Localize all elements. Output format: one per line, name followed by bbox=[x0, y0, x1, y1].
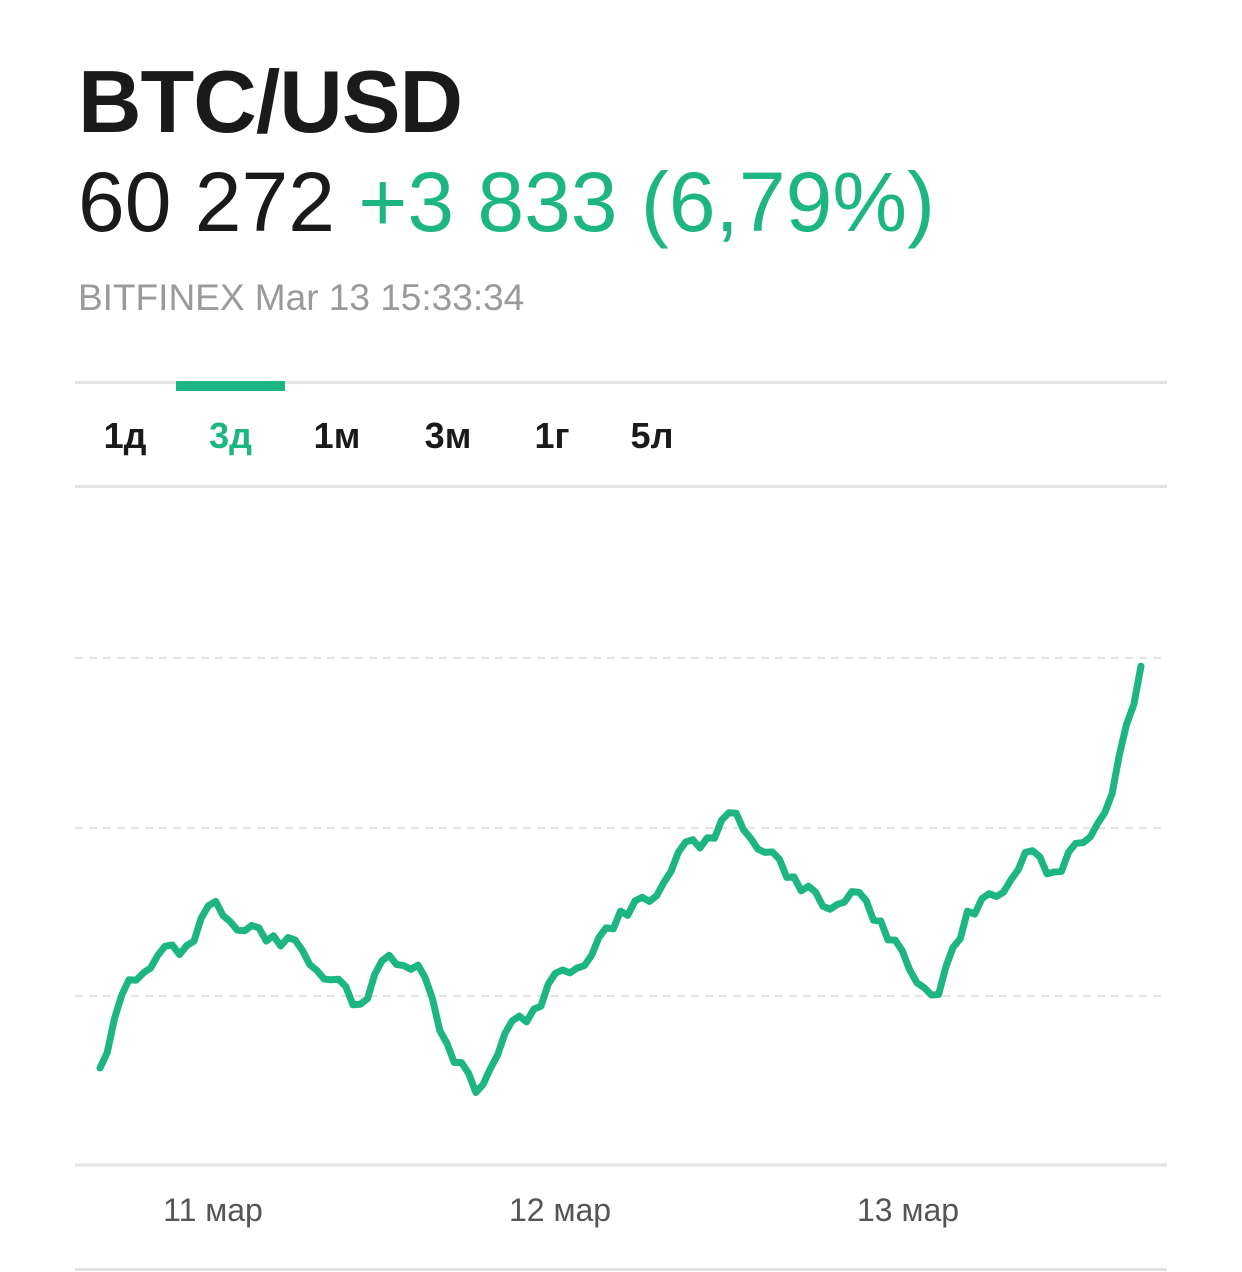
price-chart[interactable]: 11 мар 12 мар 13 мар bbox=[75, 487, 1167, 1272]
tab-label: 1г bbox=[534, 415, 570, 456]
tabs-bottom-divider bbox=[75, 485, 1167, 488]
period-tabs: 1д 3д 1м 3м 1г 5л bbox=[75, 381, 1167, 487]
tab-1m[interactable]: 1м bbox=[285, 381, 389, 487]
chart-bottom-divider bbox=[75, 1268, 1167, 1271]
tab-3d[interactable]: 3д bbox=[176, 381, 285, 487]
x-axis-ticks: 11 мар 12 мар 13 мар bbox=[163, 1192, 959, 1228]
tabs-top-divider bbox=[75, 381, 1167, 384]
price-change: +3 833 (6,79%) bbox=[358, 155, 935, 249]
tab-3m[interactable]: 3м bbox=[389, 381, 507, 487]
tab-label: 3д bbox=[209, 415, 252, 456]
quote-source-timestamp: BITFINEX Mar 13 15:33:34 bbox=[78, 277, 525, 318]
price-line bbox=[96, 662, 1145, 1096]
tab-1d[interactable]: 1д bbox=[75, 381, 175, 487]
tab-label: 1м bbox=[313, 415, 361, 456]
x-tick-label: 11 мар bbox=[163, 1192, 263, 1228]
tab-label: 3м bbox=[424, 415, 472, 456]
chart-gridlines bbox=[75, 657, 1167, 1167]
current-price: 60 272 bbox=[78, 155, 335, 249]
ticker-symbol: BTC/USD bbox=[78, 52, 463, 151]
tab-1y[interactable]: 1г bbox=[507, 381, 597, 487]
tab-label: 5л bbox=[630, 415, 674, 456]
tab-label: 1д bbox=[103, 415, 147, 456]
price-chart-svg: 11 мар 12 мар 13 мар bbox=[75, 657, 1167, 1228]
price-row: 60 272 +3 833 (6,79%) bbox=[78, 160, 935, 244]
tab-5y[interactable]: 5л bbox=[597, 381, 707, 487]
x-tick-label: 13 мар bbox=[857, 1192, 959, 1228]
x-tick-label: 12 мар bbox=[509, 1192, 611, 1228]
